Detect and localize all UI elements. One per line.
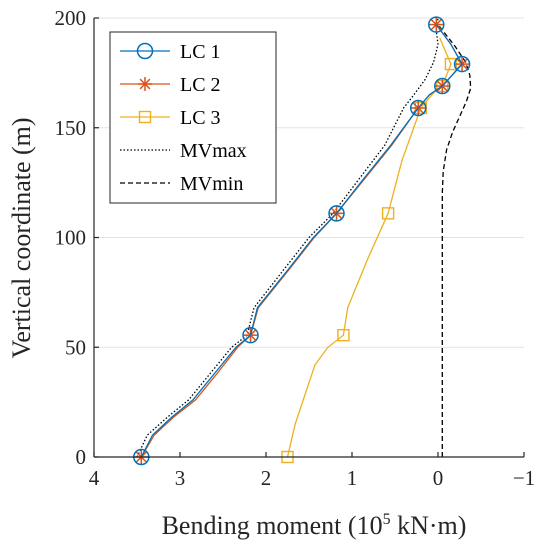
data-point-lc1 <box>409 99 427 117</box>
data-point-lc1 <box>428 16 445 33</box>
tick-labels: 4 3 2 1 0 −1 0 50 100 150 200 <box>55 6 536 490</box>
legend-item-lc2: LC 2 <box>120 74 221 96</box>
data-point-lc1 <box>242 326 259 344</box>
legend-label-lc2: LC 2 <box>180 74 221 96</box>
series-line-mvmax <box>136 17 439 458</box>
data-point-lc1 <box>434 77 451 95</box>
data-point-lc2-stroke <box>430 19 442 31</box>
y-tick-label: 50 <box>65 335 86 359</box>
legend-item-mvmin: MVmin <box>120 173 243 195</box>
x-axis-title: Bending moment (105 kN·m) <box>162 511 467 540</box>
x-tick-label: 4 <box>89 466 100 490</box>
axes-frame <box>93 17 525 458</box>
legend-marker-lc1 <box>136 42 154 60</box>
x-tick-label: 1 <box>347 466 358 490</box>
data-point-lc3 <box>337 328 350 342</box>
legend-label-lc3: LC 3 <box>180 107 221 129</box>
series-mvmax <box>136 17 439 458</box>
x-tick-label: 3 <box>175 466 186 490</box>
legend-marker-lc2 <box>138 77 152 91</box>
y-tick-label: 150 <box>55 116 87 140</box>
series-line-lc3 <box>286 37 452 458</box>
legend-label-mvmin: MVmin <box>180 173 243 195</box>
x-tick-label: 0 <box>433 466 444 490</box>
series-layer <box>133 16 472 466</box>
legend-item-mvmax: MVmax <box>120 140 247 162</box>
legend-item-lc3: LC 3 <box>120 107 221 129</box>
legend-item-lc1: LC 1 <box>120 41 221 63</box>
y-tick-label: 100 <box>55 226 87 250</box>
legend: LC 1 LC 2 LC 3 MVmax MVmin <box>109 31 277 204</box>
series-line-lc1 <box>140 24 463 458</box>
data-point-lc1 <box>328 205 345 222</box>
series-lc3 <box>281 37 458 464</box>
data-point-lc1 <box>453 55 471 73</box>
data-point-lc2 <box>429 17 444 32</box>
x-tick-label: −1 <box>513 466 535 490</box>
x-tick-label: 2 <box>261 466 272 490</box>
legend-label-mvmax: MVmax <box>180 140 247 162</box>
y-tick-label: 200 <box>55 6 87 30</box>
legend-marker-lc3 <box>138 110 152 124</box>
y-axis-title: Vertical coordinate (m) <box>7 117 36 358</box>
legend-label-lc1: LC 1 <box>180 41 221 63</box>
legend-marker-lc2-stroke <box>139 78 151 90</box>
data-point-lc3 <box>381 207 395 220</box>
y-tick-label: 0 <box>76 445 87 469</box>
